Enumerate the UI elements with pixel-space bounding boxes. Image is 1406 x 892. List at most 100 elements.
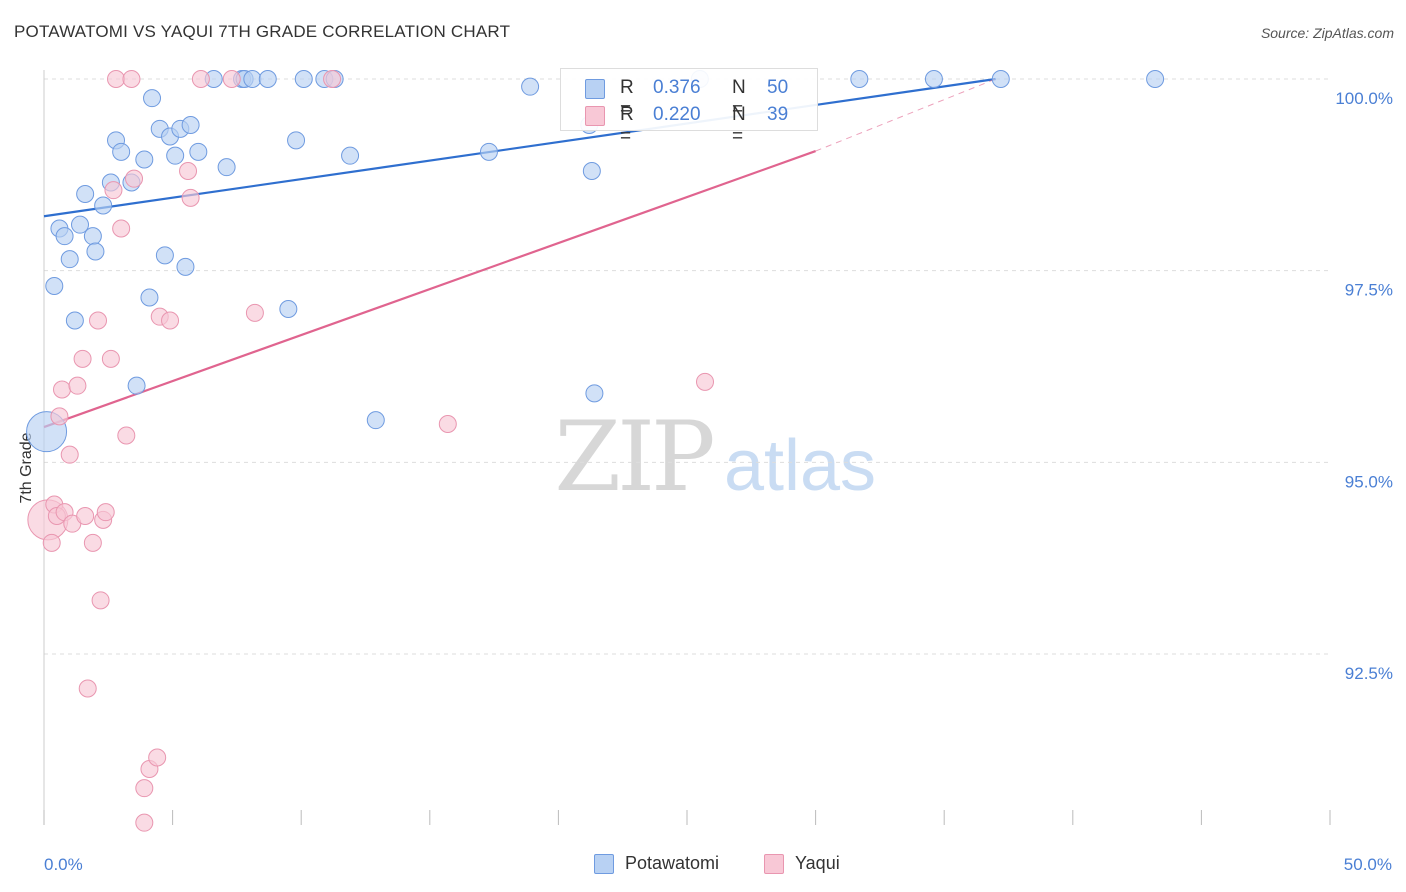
- point-yaqui: [50, 407, 69, 426]
- point-potawatomi: [155, 246, 174, 265]
- point-potawatomi: [140, 288, 159, 307]
- point-yaqui: [117, 426, 136, 445]
- point-potawatomi: [585, 384, 604, 403]
- point-yaqui: [78, 679, 97, 698]
- point-yaqui: [73, 349, 92, 368]
- point-potawatomi: [127, 376, 146, 395]
- point-yaqui: [76, 507, 95, 525]
- n-value: 39: [767, 104, 789, 125]
- point-yaqui: [161, 311, 180, 330]
- point-potawatomi: [166, 146, 185, 165]
- point-potawatomi: [341, 146, 360, 165]
- potawatomi-swatch: [585, 79, 605, 99]
- point-yaqui: [104, 181, 123, 200]
- point-potawatomi: [65, 311, 84, 330]
- point-yaqui: [245, 303, 264, 322]
- point-yaqui: [83, 533, 102, 552]
- point-yaqui: [696, 372, 715, 391]
- point-yaqui: [91, 591, 110, 610]
- legend-label: Yaqui: [795, 853, 840, 873]
- point-yaqui: [135, 813, 154, 832]
- point-yaqui: [181, 188, 200, 207]
- point-yaqui: [148, 748, 167, 767]
- point-potawatomi: [60, 250, 79, 269]
- point-yaqui: [222, 70, 241, 88]
- point-potawatomi: [279, 300, 298, 318]
- point-potawatomi: [258, 70, 277, 88]
- point-potawatomi: [135, 150, 154, 169]
- point-potawatomi: [287, 131, 306, 150]
- point-potawatomi: [189, 142, 208, 161]
- point-yaqui: [191, 70, 210, 88]
- r-value: 0.376: [653, 77, 701, 98]
- point-potawatomi: [83, 227, 102, 246]
- point-potawatomi: [850, 70, 869, 88]
- point-yaqui: [438, 415, 457, 433]
- point-potawatomi: [112, 142, 131, 161]
- chart-title: POTAWATOMI VS YAQUI 7TH GRADE CORRELATIO…: [14, 22, 511, 41]
- point-potawatomi: [143, 89, 162, 108]
- point-potawatomi: [176, 257, 195, 276]
- r-label: R =: [620, 104, 634, 147]
- r-label: R =: [620, 77, 634, 120]
- source-credit: Source: ZipAtlas.com: [1260, 25, 1394, 41]
- point-yaqui: [323, 70, 342, 88]
- n-label: N =: [732, 104, 746, 147]
- point-potawatomi: [94, 196, 113, 215]
- point-potawatomi: [479, 142, 498, 161]
- y-tick-label: 100.0%: [1335, 89, 1393, 108]
- point-potawatomi: [582, 162, 601, 180]
- trendlines: [43, 77, 996, 429]
- trendline-extension-yaqui: [815, 78, 996, 152]
- watermark-atlas: atlas: [724, 426, 876, 506]
- y-tick-label: 95.0%: [1345, 472, 1393, 491]
- y-tick-label: 92.5%: [1345, 664, 1393, 683]
- point-yaqui: [53, 380, 72, 399]
- point-yaqui: [107, 70, 126, 88]
- data-points: [26, 70, 1165, 832]
- point-potawatomi: [991, 70, 1010, 88]
- stats-box: R = 0.376 N = 50 R = 0.220 N = 39: [560, 68, 818, 147]
- watermark: ZIP atlas: [554, 401, 876, 513]
- point-potawatomi: [243, 70, 262, 88]
- point-yaqui: [96, 503, 115, 522]
- point-yaqui: [89, 311, 108, 330]
- yaqui-legend-swatch: [764, 854, 784, 874]
- x-tick-label: 0.0%: [44, 855, 83, 874]
- point-potawatomi: [181, 116, 200, 134]
- point-yaqui: [179, 162, 198, 180]
- n-value: 50: [767, 77, 789, 98]
- point-potawatomi: [86, 242, 105, 261]
- point-potawatomi: [76, 185, 95, 203]
- point-potawatomi: [366, 411, 385, 430]
- point-potawatomi: [294, 70, 313, 88]
- point-yaqui: [112, 219, 131, 238]
- legend-label: Potawatomi: [625, 853, 720, 873]
- point-yaqui: [125, 169, 144, 188]
- y-tick-label: 97.5%: [1345, 281, 1393, 300]
- point-potawatomi: [217, 158, 236, 177]
- grid: [44, 78, 1330, 655]
- watermark-zip: ZIP: [554, 401, 713, 513]
- r-value: 0.220: [653, 104, 701, 125]
- point-potawatomi: [1146, 70, 1165, 88]
- point-yaqui: [101, 349, 120, 368]
- potawatomi-legend-swatch: [594, 854, 614, 874]
- trendline-yaqui: [43, 150, 816, 429]
- x-tick-label: 50.0%: [1344, 855, 1392, 874]
- point-yaqui: [60, 445, 79, 464]
- point-yaqui: [122, 70, 141, 88]
- point-yaqui: [42, 533, 61, 552]
- yaqui-swatch: [585, 106, 605, 126]
- point-potawatomi: [55, 227, 74, 246]
- point-yaqui: [135, 779, 154, 798]
- point-potawatomi: [521, 77, 540, 96]
- n-label: N =: [732, 77, 746, 120]
- tick-labels: 100.0% 97.5% 95.0% 92.5% 0.0% 50.0%: [44, 89, 1393, 874]
- point-potawatomi: [45, 277, 64, 295]
- point-yaqui: [68, 376, 87, 395]
- point-potawatomi: [924, 70, 943, 88]
- trendline-potawatomi: [43, 77, 996, 218]
- point-potawatomi: [71, 215, 90, 234]
